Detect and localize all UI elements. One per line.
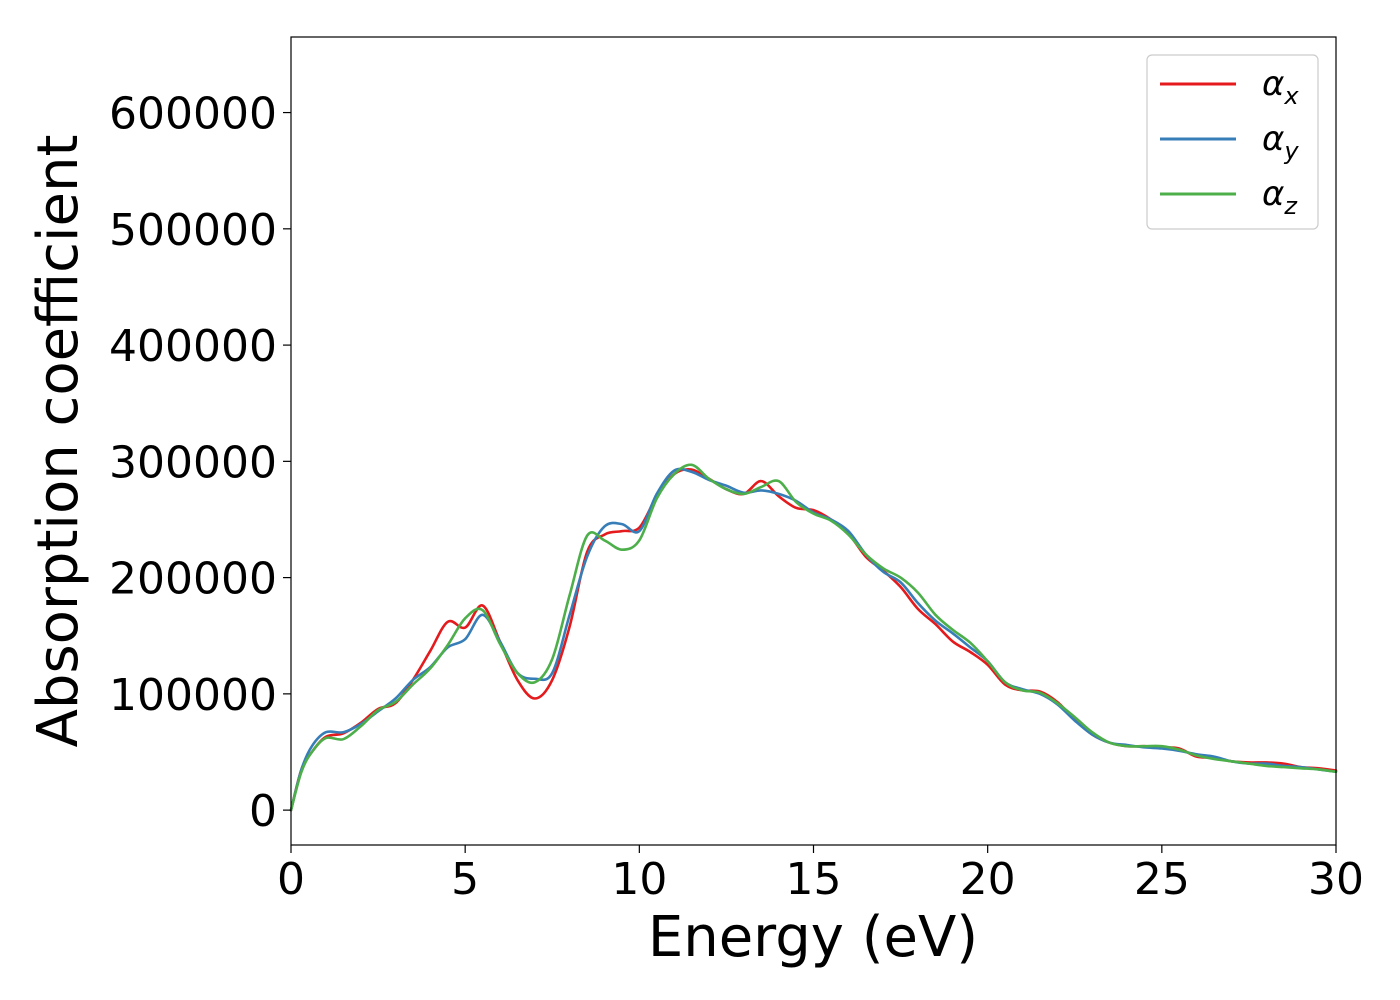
x-axis-label: Energy (eV) — [648, 905, 978, 970]
y-tick-label: 100000 — [109, 670, 277, 721]
legend-label-alpha-y: αy — [1262, 119, 1299, 165]
series-line-alpha-z — [289, 463, 1338, 812]
y-axis: 0 100000 200000 300000 400000 500000 600000 — [109, 89, 291, 837]
y-tick-label: 200000 — [109, 554, 277, 605]
y-tick-label: 400000 — [109, 321, 277, 372]
x-tick-label: 15 — [786, 854, 842, 905]
legend-label-alpha-x: αx — [1262, 64, 1299, 110]
y-axis-label: Absorption coefficient — [26, 135, 91, 748]
legend-label-alpha-z: αz — [1262, 174, 1298, 220]
series-line-alpha-y — [289, 467, 1338, 812]
series-lines — [289, 463, 1338, 812]
legend-box — [1146, 54, 1319, 230]
y-tick-label: 600000 — [109, 89, 277, 140]
y-tick-label: 300000 — [109, 437, 277, 488]
x-tick-label: 20 — [960, 854, 1016, 905]
x-tick-label: 5 — [451, 854, 479, 905]
x-tick-label: 30 — [1308, 854, 1364, 905]
legend: αx αy αz — [1146, 54, 1319, 230]
x-tick-label: 25 — [1134, 854, 1190, 905]
y-tick-label: 0 — [249, 786, 277, 837]
y-tick-label: 500000 — [109, 205, 277, 256]
x-axis: 0 5 10 15 20 25 30 — [277, 845, 1364, 905]
x-tick-label: 10 — [611, 854, 667, 905]
x-tick-label: 0 — [277, 854, 305, 905]
series-line-alpha-x — [289, 467, 1338, 812]
